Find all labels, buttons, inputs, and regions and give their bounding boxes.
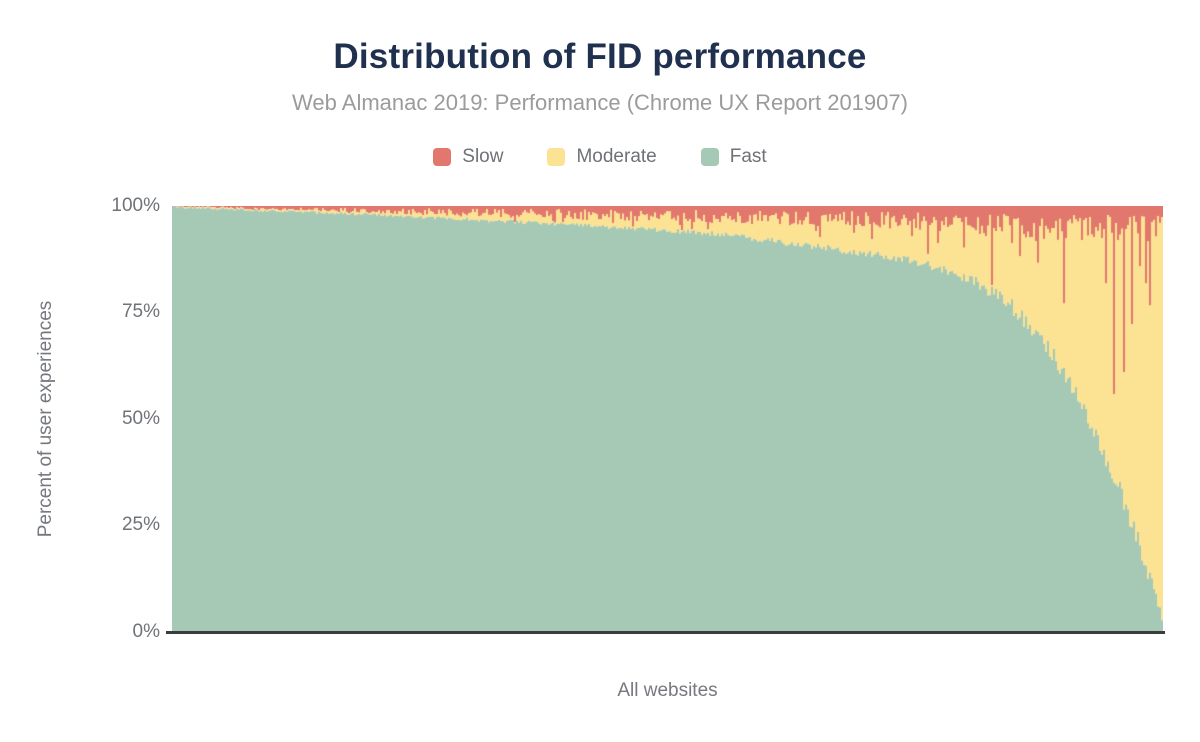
chart-title: Distribution of FID performance: [333, 37, 867, 76]
x-axis-line: [166, 631, 1165, 634]
y-tick-75: 75%: [121, 301, 160, 322]
chart-canvas: [172, 206, 1163, 633]
y-tick-25: 25%: [121, 514, 160, 535]
legend-item-moderate[interactable]: Moderate: [547, 146, 657, 168]
x-axis-title: All websites: [617, 680, 718, 701]
moderate-swatch-icon: [547, 148, 566, 166]
legend-item-slow[interactable]: Slow: [433, 146, 503, 168]
legend-label-fast: Fast: [729, 146, 767, 167]
legend-label-slow: Slow: [462, 146, 504, 167]
legend: Slow Moderate Fast: [0, 145, 1200, 169]
y-tick-100: 100%: [111, 195, 160, 216]
legend-item-fast[interactable]: Fast: [700, 146, 767, 168]
legend-label-moderate: Moderate: [576, 146, 657, 167]
y-tick-0: 0%: [132, 621, 160, 642]
y-axis-title: Percent of user experiences: [35, 300, 56, 538]
y-tick-50: 50%: [121, 408, 160, 429]
slow-swatch-icon: [433, 148, 452, 166]
chart-subtitle: Web Almanac 2019: Performance (Chrome UX…: [292, 90, 908, 115]
fast-swatch-icon: [700, 148, 719, 166]
